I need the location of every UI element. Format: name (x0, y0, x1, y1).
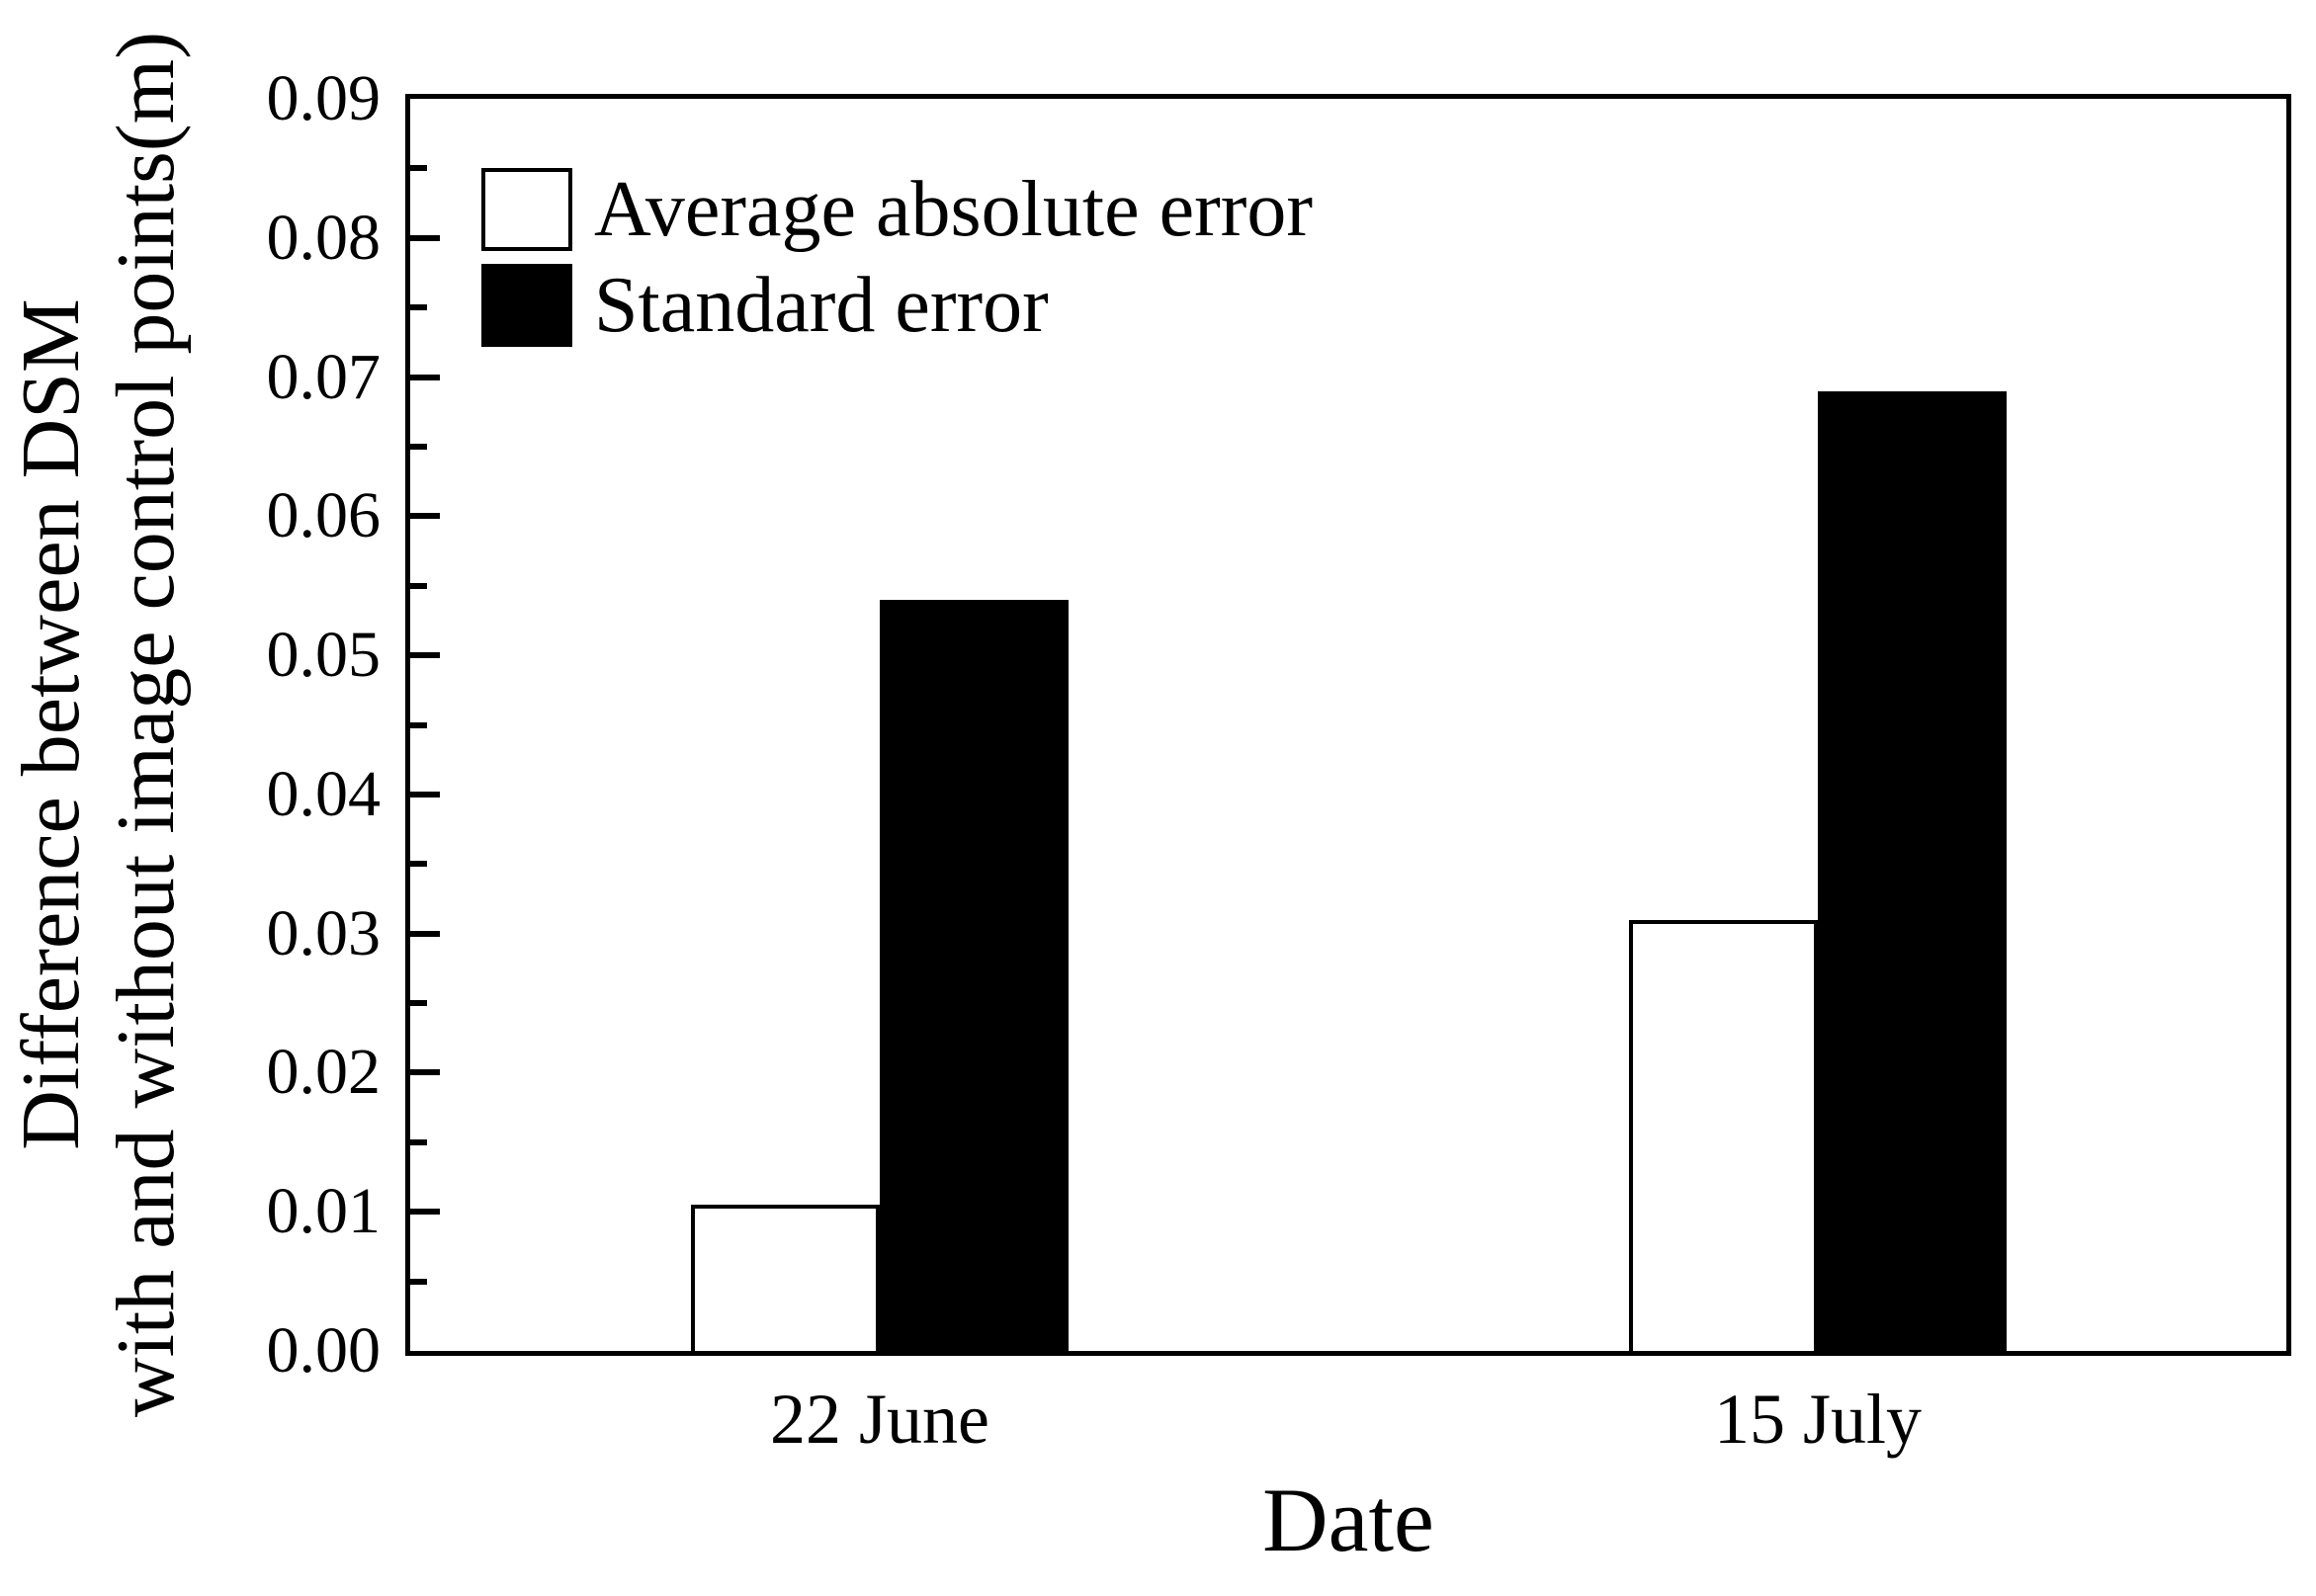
legend: Average absolute error Standard error (481, 168, 1313, 347)
y-minor-tick (410, 722, 427, 728)
y-minor-tick (410, 1139, 427, 1145)
bar-average-absolute-error-15-july (1629, 920, 1818, 1351)
y-major-tick (410, 1209, 440, 1215)
bar-standard-error-15-july (1818, 391, 2007, 1351)
y-minor-tick (410, 304, 427, 310)
y-tick-label-0.09: 0.09 (266, 62, 382, 134)
y-tick-label-0.05: 0.05 (266, 619, 382, 691)
y-minor-tick (410, 165, 427, 171)
y-major-tick (410, 652, 440, 658)
y-major-tick (410, 792, 440, 798)
y-axis-title-line-1: Difference between DSM (5, 298, 97, 1150)
y-minor-tick (410, 583, 427, 589)
y-tick-label-0.04: 0.04 (266, 758, 382, 830)
y-tick-label-0.08: 0.08 (266, 202, 382, 274)
y-minor-tick (410, 861, 427, 867)
y-minor-tick (410, 1279, 427, 1285)
y-major-tick (410, 1069, 440, 1075)
bar-standard-error-22-june (880, 600, 1069, 1351)
plot-area: Average absolute error Standard error (405, 94, 2291, 1356)
y-tick-label-0.06: 0.06 (266, 479, 382, 551)
legend-label-average-absolute-error: Average absolute error (594, 166, 1314, 253)
y-major-tick (410, 375, 440, 380)
legend-row-average-absolute-error: Average absolute error (481, 168, 1313, 251)
y-tick-label-0.00: 0.00 (266, 1314, 382, 1386)
y-major-tick (410, 513, 440, 519)
y-tick-label-0.01: 0.01 (266, 1175, 382, 1247)
y-major-tick (410, 931, 440, 937)
legend-row-standard-error: Standard error (481, 264, 1313, 347)
legend-swatch-standard-error (481, 264, 572, 347)
y-tick-label-0.07: 0.07 (266, 341, 382, 413)
x-category-label-22-june: 22 June (770, 1380, 989, 1459)
y-tick-label-0.03: 0.03 (266, 897, 382, 969)
y-minor-tick (410, 1000, 427, 1006)
y-minor-tick (410, 444, 427, 450)
bar-average-absolute-error-22-june (691, 1205, 880, 1351)
y-tick-label-0.02: 0.02 (266, 1036, 382, 1108)
y-major-tick (410, 235, 440, 241)
legend-swatch-average-absolute-error (481, 168, 572, 251)
x-category-label-15-july: 15 July (1713, 1380, 1923, 1459)
x-axis-title: Date (1262, 1470, 1434, 1570)
legend-label-standard-error: Standard error (594, 262, 1049, 349)
